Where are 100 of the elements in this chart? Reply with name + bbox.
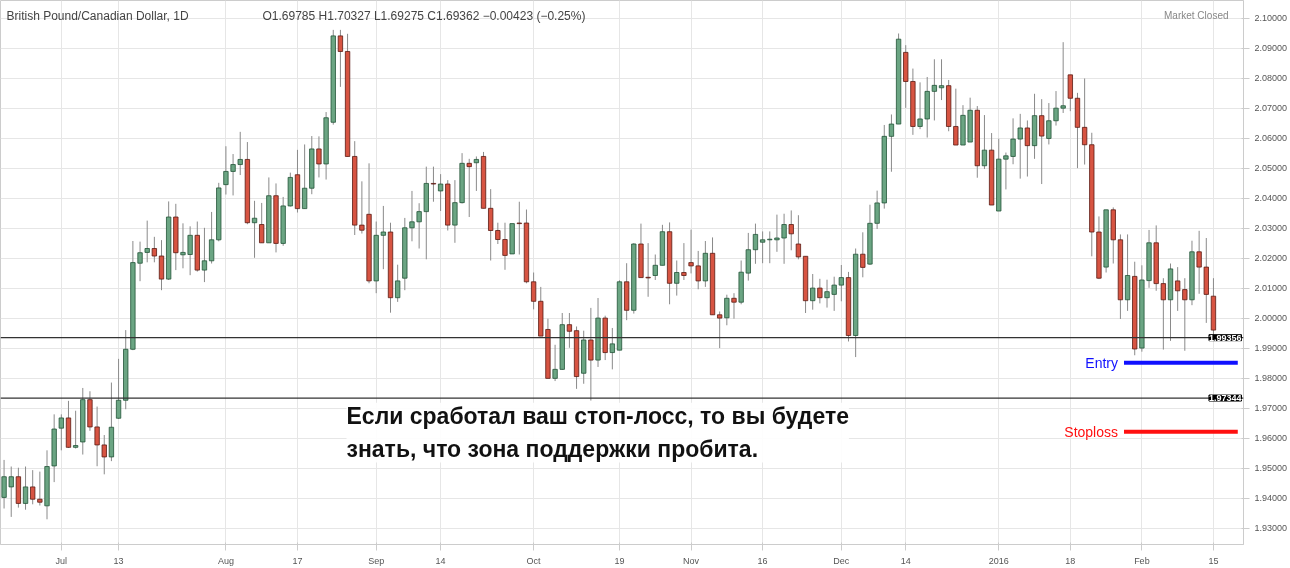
candlestick	[115, 358, 122, 420]
candlestick	[860, 231, 866, 278]
candlestick	[1053, 90, 1059, 127]
x-tick-label: Nov	[683, 555, 700, 566]
x-tick-label: 14	[435, 555, 446, 566]
candlestick	[531, 272, 537, 310]
candlestick	[695, 250, 701, 290]
candlestick	[1039, 98, 1045, 185]
candlestick	[609, 327, 615, 370]
candlestick	[395, 264, 401, 303]
candlestick	[158, 239, 165, 291]
candlestick	[58, 413, 64, 451]
x-tick-label: 18	[1065, 555, 1076, 566]
ref-line-label: 1.97344	[1208, 393, 1242, 404]
y-tick-label: 2.00000	[1254, 313, 1288, 324]
text: British Pound/Canadian Dollar, 1D	[6, 8, 189, 23]
y-tick-label: 2.03000	[1254, 223, 1288, 234]
x-tick-label: 16	[757, 555, 768, 566]
candlestick	[473, 155, 479, 192]
candlestick	[588, 307, 594, 402]
candlestick	[731, 292, 737, 320]
y-tick-label: 2.02000	[1254, 253, 1288, 264]
candlestick	[1017, 113, 1023, 180]
candlestick	[681, 242, 687, 281]
candlestick	[201, 227, 208, 283]
x-tick-label: Dec	[833, 555, 850, 566]
x-tick-label: 14	[900, 555, 911, 566]
y-tick-label: 2.05000	[1254, 163, 1288, 174]
text: O1.69785 H1.70327 L1.69275 C1.69362 −0.00423 (−0.25%)	[262, 8, 586, 23]
candlestick	[302, 143, 308, 210]
x-tick-label: Oct	[526, 555, 542, 566]
y-tick-label: 2.08000	[1254, 73, 1288, 84]
candlestick	[953, 88, 959, 146]
annotation: Если сработал ваш стоп-лосс, то вы будете знать, что зона поддержки пробита.	[346, 402, 849, 463]
y-tick-label: 1.95000	[1254, 463, 1288, 474]
candlestick	[1024, 119, 1031, 178]
y-tick-label: 1.94000	[1254, 493, 1288, 504]
ref-line-label: Stoploss	[1064, 423, 1118, 440]
candlestick	[552, 344, 558, 382]
candlestick	[752, 223, 759, 265]
y-tick-label: 1.98000	[1254, 373, 1288, 384]
candlestick	[101, 434, 107, 475]
candlestick	[37, 471, 43, 507]
y-tick-label: 2.07000	[1254, 103, 1288, 114]
candlestick	[151, 236, 157, 263]
candlestick	[94, 406, 100, 467]
candlestick	[1160, 277, 1166, 351]
candlestick	[259, 202, 265, 244]
candlestick	[938, 58, 945, 101]
candlestick	[888, 113, 895, 173]
candlestick	[795, 214, 802, 260]
candlestick	[430, 166, 437, 203]
ref-line-label: 1.99356	[1208, 332, 1242, 343]
candlestick	[251, 200, 258, 259]
y-tick-label: 1.97000	[1254, 403, 1288, 414]
y-tick-label: 1.99000	[1254, 343, 1288, 354]
y-tick-label: 2.01000	[1254, 283, 1288, 294]
y-tick-label: 2.09000	[1254, 43, 1288, 54]
candlestick	[760, 230, 766, 264]
candlestick	[30, 469, 36, 505]
candlestick	[674, 260, 680, 297]
x-tick-label: 19	[614, 555, 625, 566]
candlestick	[466, 158, 472, 218]
candlestick	[810, 273, 816, 311]
candlestick	[1046, 102, 1052, 145]
x-tick-label: 15	[1208, 555, 1219, 566]
candlestick	[208, 211, 215, 264]
candlestick	[981, 114, 988, 170]
candlestick	[22, 466, 29, 511]
candlestick	[1060, 41, 1066, 114]
x-tick-label: 17	[292, 555, 303, 566]
x-tick-label: 13	[113, 555, 124, 566]
y-tick-label: 1.93000	[1254, 523, 1288, 534]
candlestick	[781, 213, 787, 265]
candlestick	[817, 278, 823, 304]
candlestick	[1067, 74, 1073, 112]
y-tick-label: 2.10000	[1254, 13, 1288, 24]
candlestick	[788, 209, 794, 251]
candlestick	[838, 264, 844, 302]
candlestick	[316, 135, 322, 178]
x-tick-label: Jul	[55, 555, 68, 566]
x-tick-label: Aug	[217, 555, 234, 566]
candlestick	[516, 201, 522, 256]
ref-line-label: Entry	[1085, 354, 1119, 371]
annotation: Market Closed	[1164, 9, 1229, 21]
candlestick	[437, 173, 444, 212]
candlestick	[73, 410, 79, 450]
candlestick	[717, 310, 723, 349]
y-tick-label: 2.06000	[1254, 133, 1288, 144]
candlestick	[917, 81, 923, 130]
candlestick	[931, 58, 937, 121]
x-tick-label: 2016	[988, 555, 1009, 566]
candlestick	[688, 229, 694, 274]
candlestick	[380, 205, 386, 270]
candlestick	[724, 294, 730, 326]
candlestick	[652, 254, 658, 281]
x-tick-label: Sep	[368, 555, 385, 566]
candlestick	[566, 312, 573, 349]
candlestick	[337, 29, 344, 88]
y-tick-label: 1.96000	[1254, 433, 1288, 444]
